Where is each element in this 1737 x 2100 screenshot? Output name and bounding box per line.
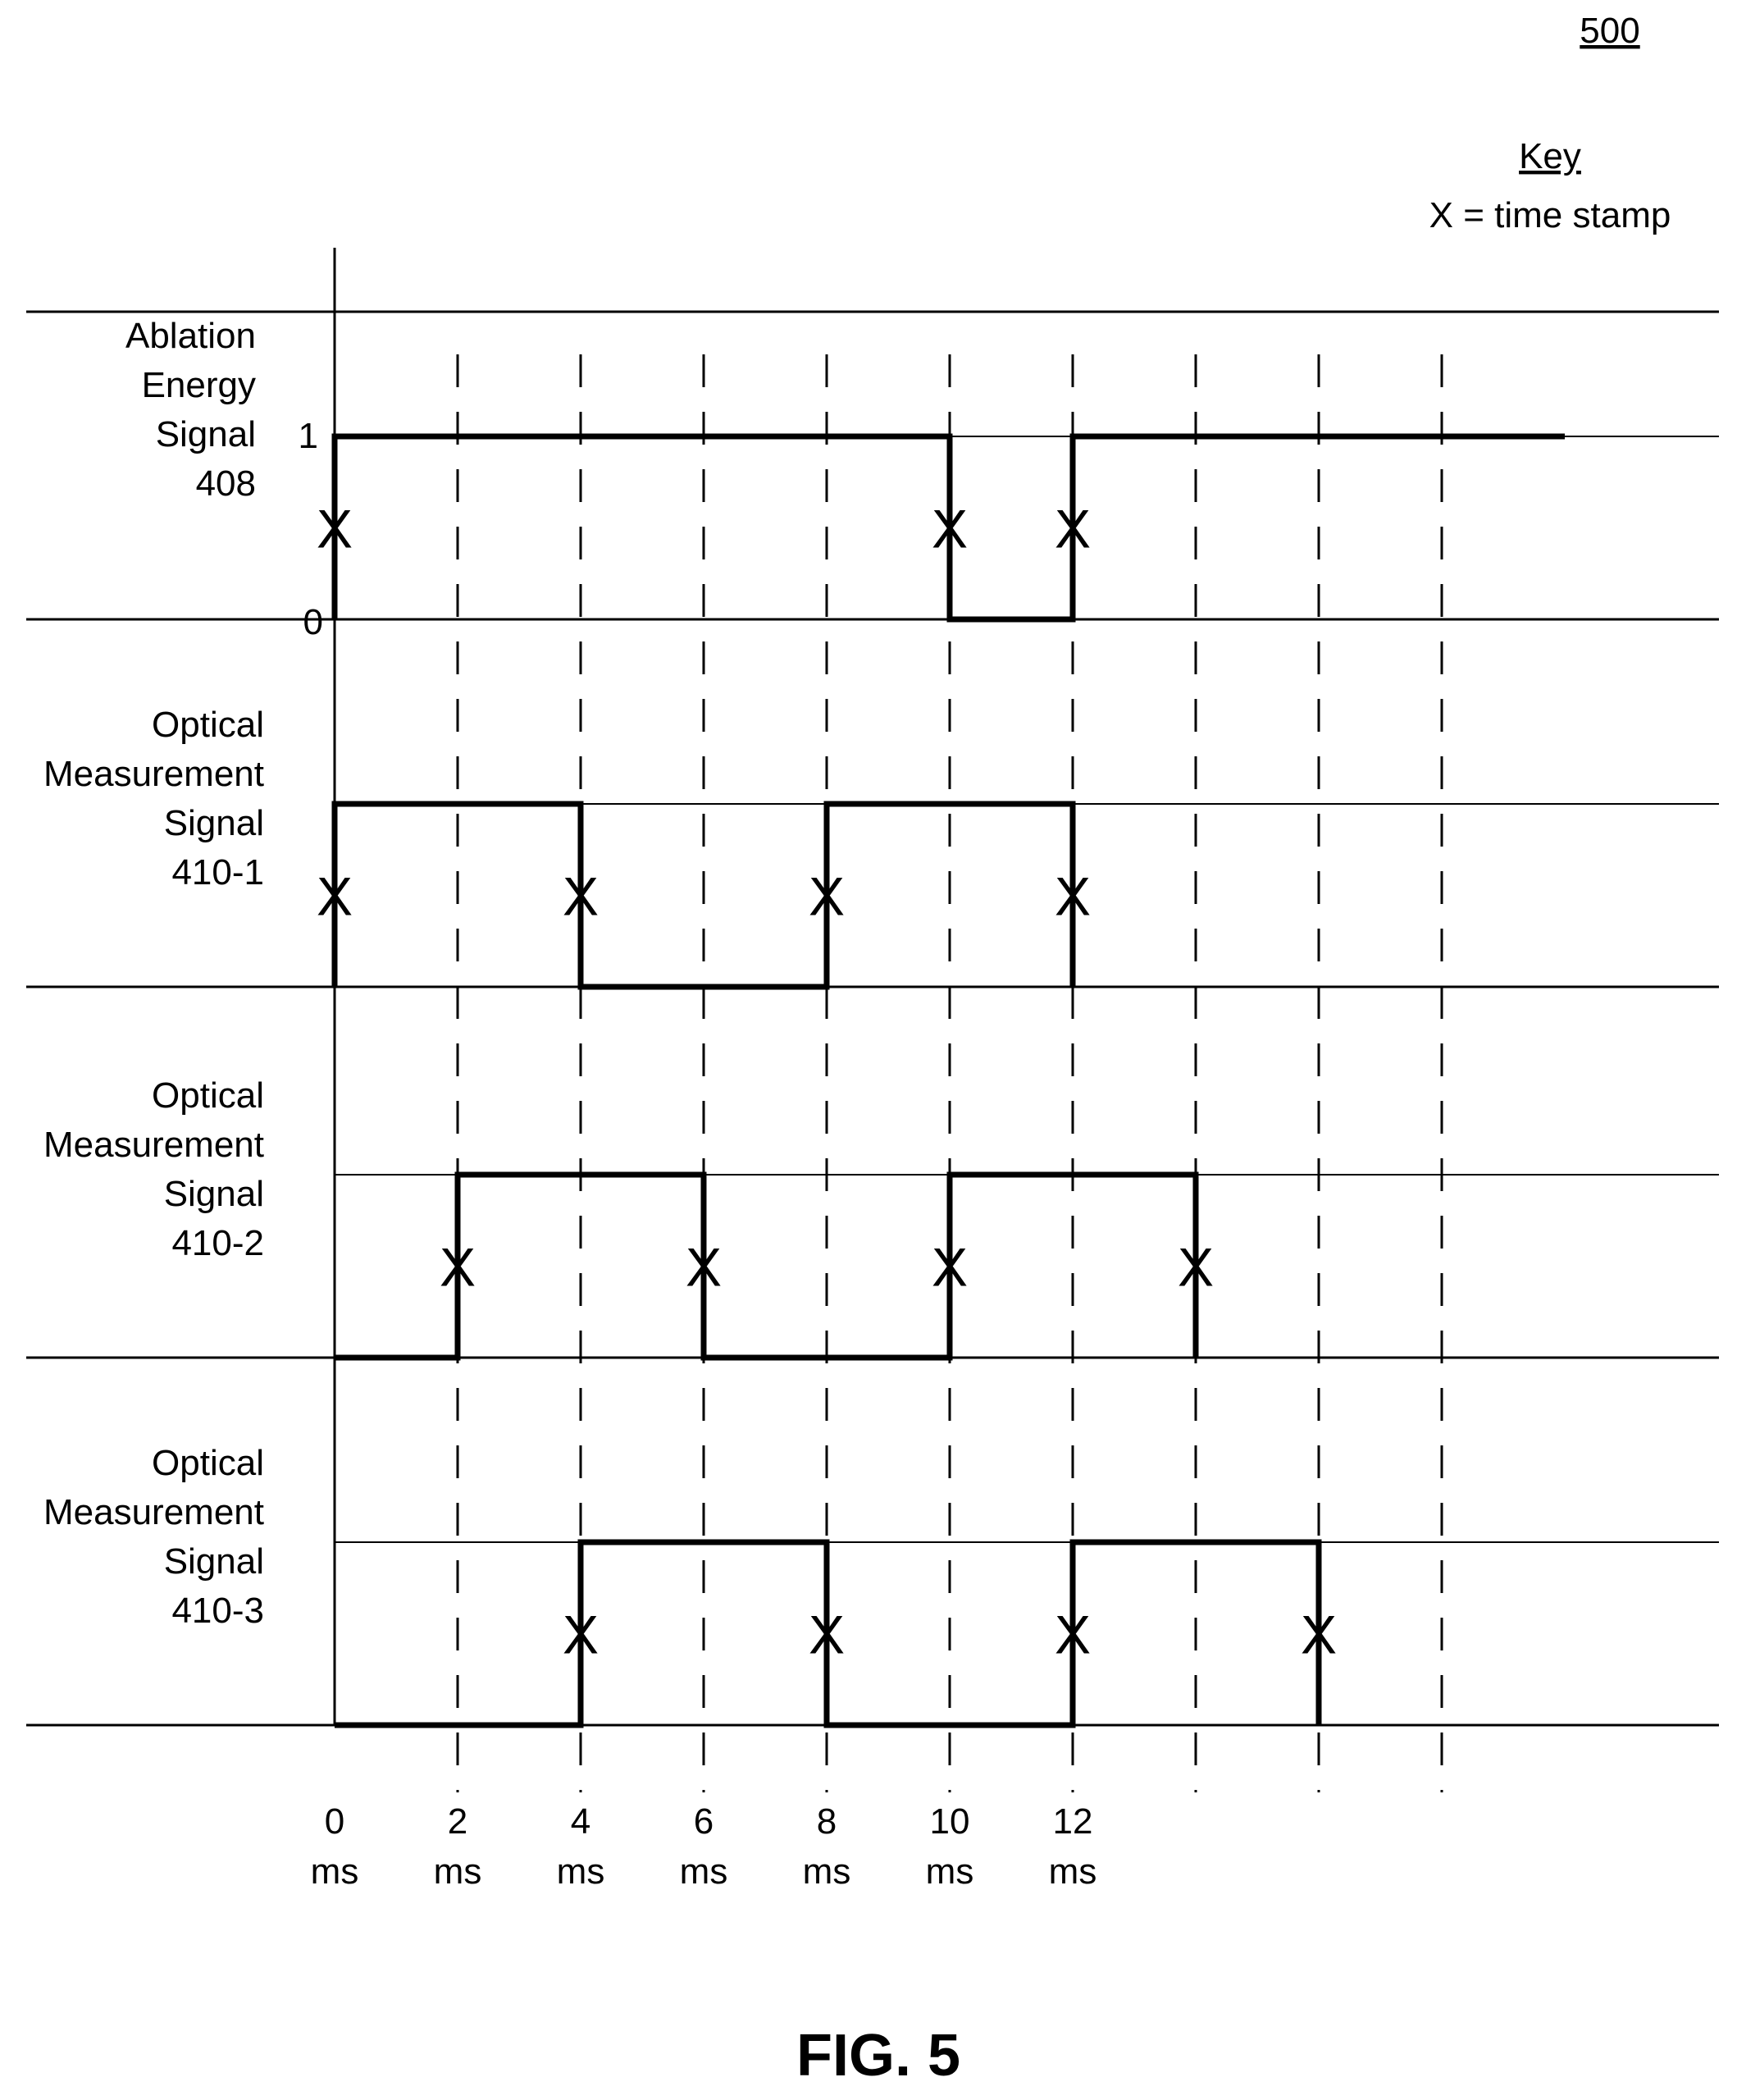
timestamp-marker: X — [563, 1605, 599, 1665]
signal-label-line: Signal — [156, 414, 256, 454]
signal-label-line: Energy — [142, 365, 256, 405]
timestamp-marker: X — [440, 1237, 476, 1298]
timestamp-marker: X — [1055, 499, 1091, 559]
signal-label-line: Optical — [152, 1443, 264, 1483]
signal-label-line: Signal — [164, 803, 264, 843]
signal-label-line: Optical — [152, 1075, 264, 1116]
signal-row-3: Optical Measurement Signal 410-2 X X X X — [26, 1075, 1719, 1361]
signal-row-2: Optical Measurement Signal 410-1 X X X X — [26, 705, 1719, 990]
tick-label-value: 2 — [448, 1801, 467, 1842]
signal-label-line: Ablation — [125, 316, 256, 356]
signal-label-line: 408 — [196, 463, 256, 504]
tick-label-value: 10 — [930, 1801, 970, 1842]
signal-label-line: Measurement — [43, 1492, 264, 1532]
signal-label-line: Measurement — [43, 1125, 264, 1165]
timestamp-marker: X — [563, 866, 599, 927]
signal-label-line: Measurement — [43, 754, 264, 794]
tick-label-value: 6 — [694, 1801, 713, 1842]
signal-label-line: 410-3 — [171, 1591, 264, 1631]
signal-row-4: Optical Measurement Signal 410-3 X X X X — [26, 1443, 1719, 1728]
signal-label-line: Optical — [152, 705, 264, 745]
timestamp-marker: X — [317, 499, 353, 559]
figure-caption: FIG. 5 — [796, 2023, 960, 2089]
timestamp-marker: X — [317, 866, 353, 927]
timestamp-marker: X — [809, 866, 845, 927]
timestamp-marker: X — [1055, 866, 1091, 927]
waveform-1 — [331, 433, 1565, 623]
signal-label-line: 410-1 — [171, 852, 264, 892]
waveform-3 — [335, 1171, 1199, 1361]
tick-label-value: 4 — [571, 1801, 590, 1842]
tick-label-unit: ms — [1049, 1851, 1097, 1892]
signal-label-line: Signal — [164, 1541, 264, 1582]
level-1-label: 1 — [299, 416, 318, 456]
waveform-2 — [331, 801, 1076, 990]
timestamp-marker: X — [932, 1237, 968, 1298]
tick-label-value: 8 — [817, 1801, 837, 1842]
level-0-label: 0 — [303, 602, 323, 642]
tick-label-unit: ms — [557, 1851, 605, 1892]
timestamp-marker: X — [686, 1237, 722, 1298]
timestamp-marker: X — [932, 499, 968, 559]
figure-number: 500 — [1580, 11, 1639, 51]
signal-label-line: Signal — [164, 1174, 264, 1214]
signal-label-line: 410-2 — [171, 1223, 264, 1263]
signal-row-1: Ablation Energy Signal 408 1 0 X X X — [26, 316, 1719, 642]
tick-label-unit: ms — [926, 1851, 974, 1892]
waveform-4 — [335, 1539, 1322, 1728]
timestamp-marker: X — [1301, 1605, 1337, 1665]
timestamp-marker: X — [809, 1605, 845, 1665]
timestamp-marker: X — [1055, 1605, 1091, 1665]
key-entry: X = time stamp — [1429, 195, 1671, 235]
tick-label-unit: ms — [680, 1851, 728, 1892]
tick-label-unit: ms — [803, 1851, 851, 1892]
tick-label-unit: ms — [311, 1851, 359, 1892]
tick-label-value: 12 — [1053, 1801, 1093, 1842]
tick-label-value: 0 — [325, 1801, 344, 1842]
key-title: Key — [1519, 136, 1581, 176]
tick-label-unit: ms — [434, 1851, 482, 1892]
timestamp-marker: X — [1178, 1237, 1214, 1298]
